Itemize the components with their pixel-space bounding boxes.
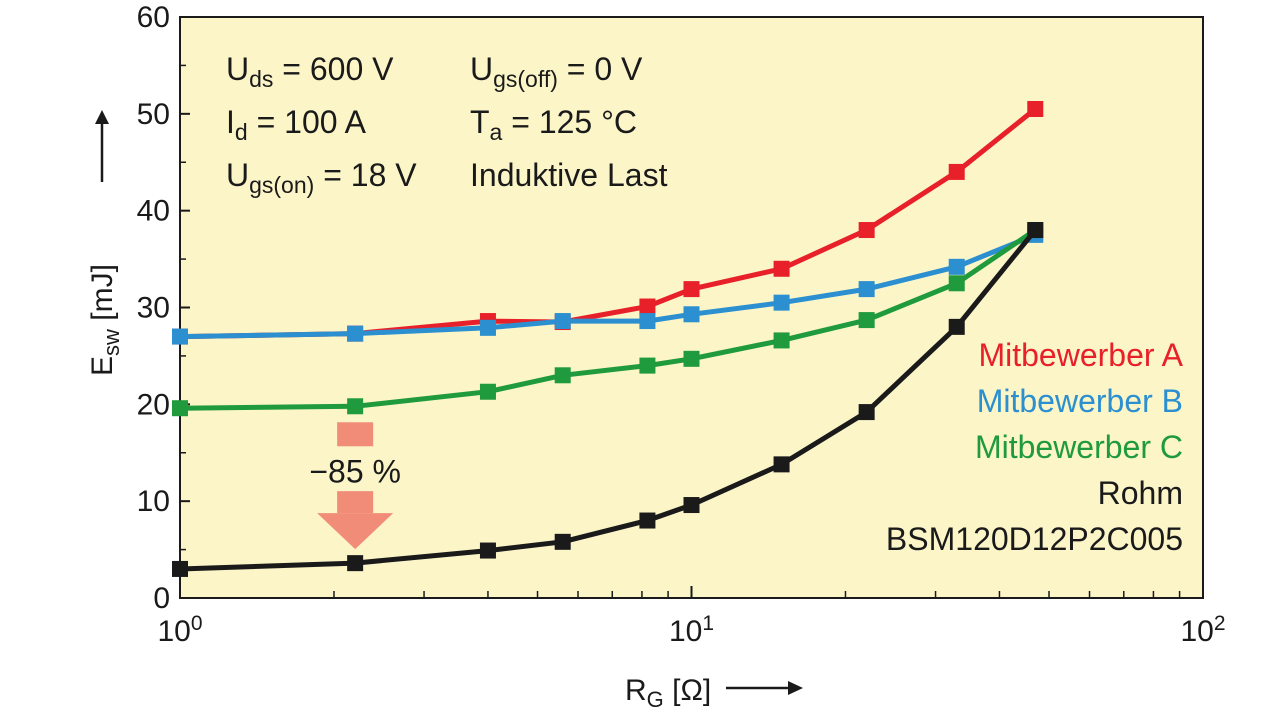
data-point [773,294,790,311]
data-point [172,400,188,417]
condition-text: Ugs(off) = 0 V [470,51,643,92]
y-tick-label: 40 [137,195,170,228]
x-tick-label: 100 [157,612,202,649]
data-point [554,313,571,330]
data-point [683,281,700,298]
condition-text: Ugs(on) = 18 V [226,157,417,198]
annotation-arrow-top [337,422,374,447]
condition-text: Id = 100 A [226,104,367,145]
series-line [179,232,1037,340]
x-tick-label: 101 [669,612,714,649]
data-point [948,318,965,335]
data-point [773,260,790,277]
reduction-annotation: −85 % [309,422,401,550]
data-point [172,328,188,345]
y-tick-label: 0 [153,582,170,615]
y-axis-label-group: Esw [mJ] [86,110,124,376]
condition-text: Ta = 125 °C [470,104,637,145]
legend-entry: Mitbewerber C [975,429,1183,465]
axis-ticks [179,16,1181,599]
data-point [639,512,656,529]
data-point [1027,100,1044,117]
data-point [858,312,875,329]
data-point [347,325,364,342]
y-tick-label: 50 [137,98,170,131]
y-tick-labels: 0 10 20 30 40 50 60 [137,1,170,615]
x-axis-arrowhead [788,681,803,695]
annotation-arrow-shaft [337,491,374,514]
data-point [347,555,364,572]
data-point [773,332,790,349]
y-tick-label: 60 [137,1,170,34]
data-point [172,560,188,577]
legend: Mitbewerber A Mitbewerber B Mitbewerber C R… [886,337,1184,557]
y-axis-arrowhead [95,110,109,124]
data-point [639,298,656,315]
data-point [479,319,496,336]
data-point [948,275,965,292]
legend-entry: Rohm [1098,475,1183,511]
data-point [639,313,656,330]
series-mitbewerber-c [172,222,1044,417]
x-tick-labels: 100 101 102 [157,612,1225,649]
data-point [948,258,965,275]
series-line [179,107,1037,340]
data-point [948,163,965,180]
data-point [347,398,364,415]
series-rohm [172,222,1044,577]
y-tick-label: 20 [137,388,170,421]
x-tick-label: 102 [1180,612,1225,649]
data-point [554,367,571,384]
y-tick-label: 30 [137,292,170,325]
legend-entry: Mitbewerber A [978,337,1183,373]
y-tick-label: 10 [137,485,170,518]
data-point [1027,222,1044,239]
series-line [179,228,1038,572]
annotation-text: −85 % [309,454,401,490]
data-point [479,542,496,559]
condition-text: Uds = 600 V [226,51,394,92]
series-line [179,227,1037,411]
series-mitbewerber-b [172,226,1044,345]
data-point [858,222,875,239]
annotation-arrowhead [317,513,394,550]
x-axis-label: RG [Ω] [625,674,711,712]
test-conditions: Uds = 600 V Id = 100 A Ugs(on) = 18 V Ugs(o… [226,51,668,198]
data-point [683,497,700,514]
data-point [683,350,700,367]
data-point [639,357,656,374]
data-point [858,404,875,421]
y-axis-label: Esw [mJ] [86,264,124,376]
data-point [858,281,875,298]
data-point [554,533,571,550]
legend-entry: Mitbewerber B [977,383,1183,419]
data-point [773,456,790,473]
data-point [479,383,496,400]
legend-entry: BSM120D12P2C005 [886,521,1183,557]
data-point [683,306,700,323]
series-layer [172,100,1044,577]
condition-text: Induktive Last [470,157,668,193]
